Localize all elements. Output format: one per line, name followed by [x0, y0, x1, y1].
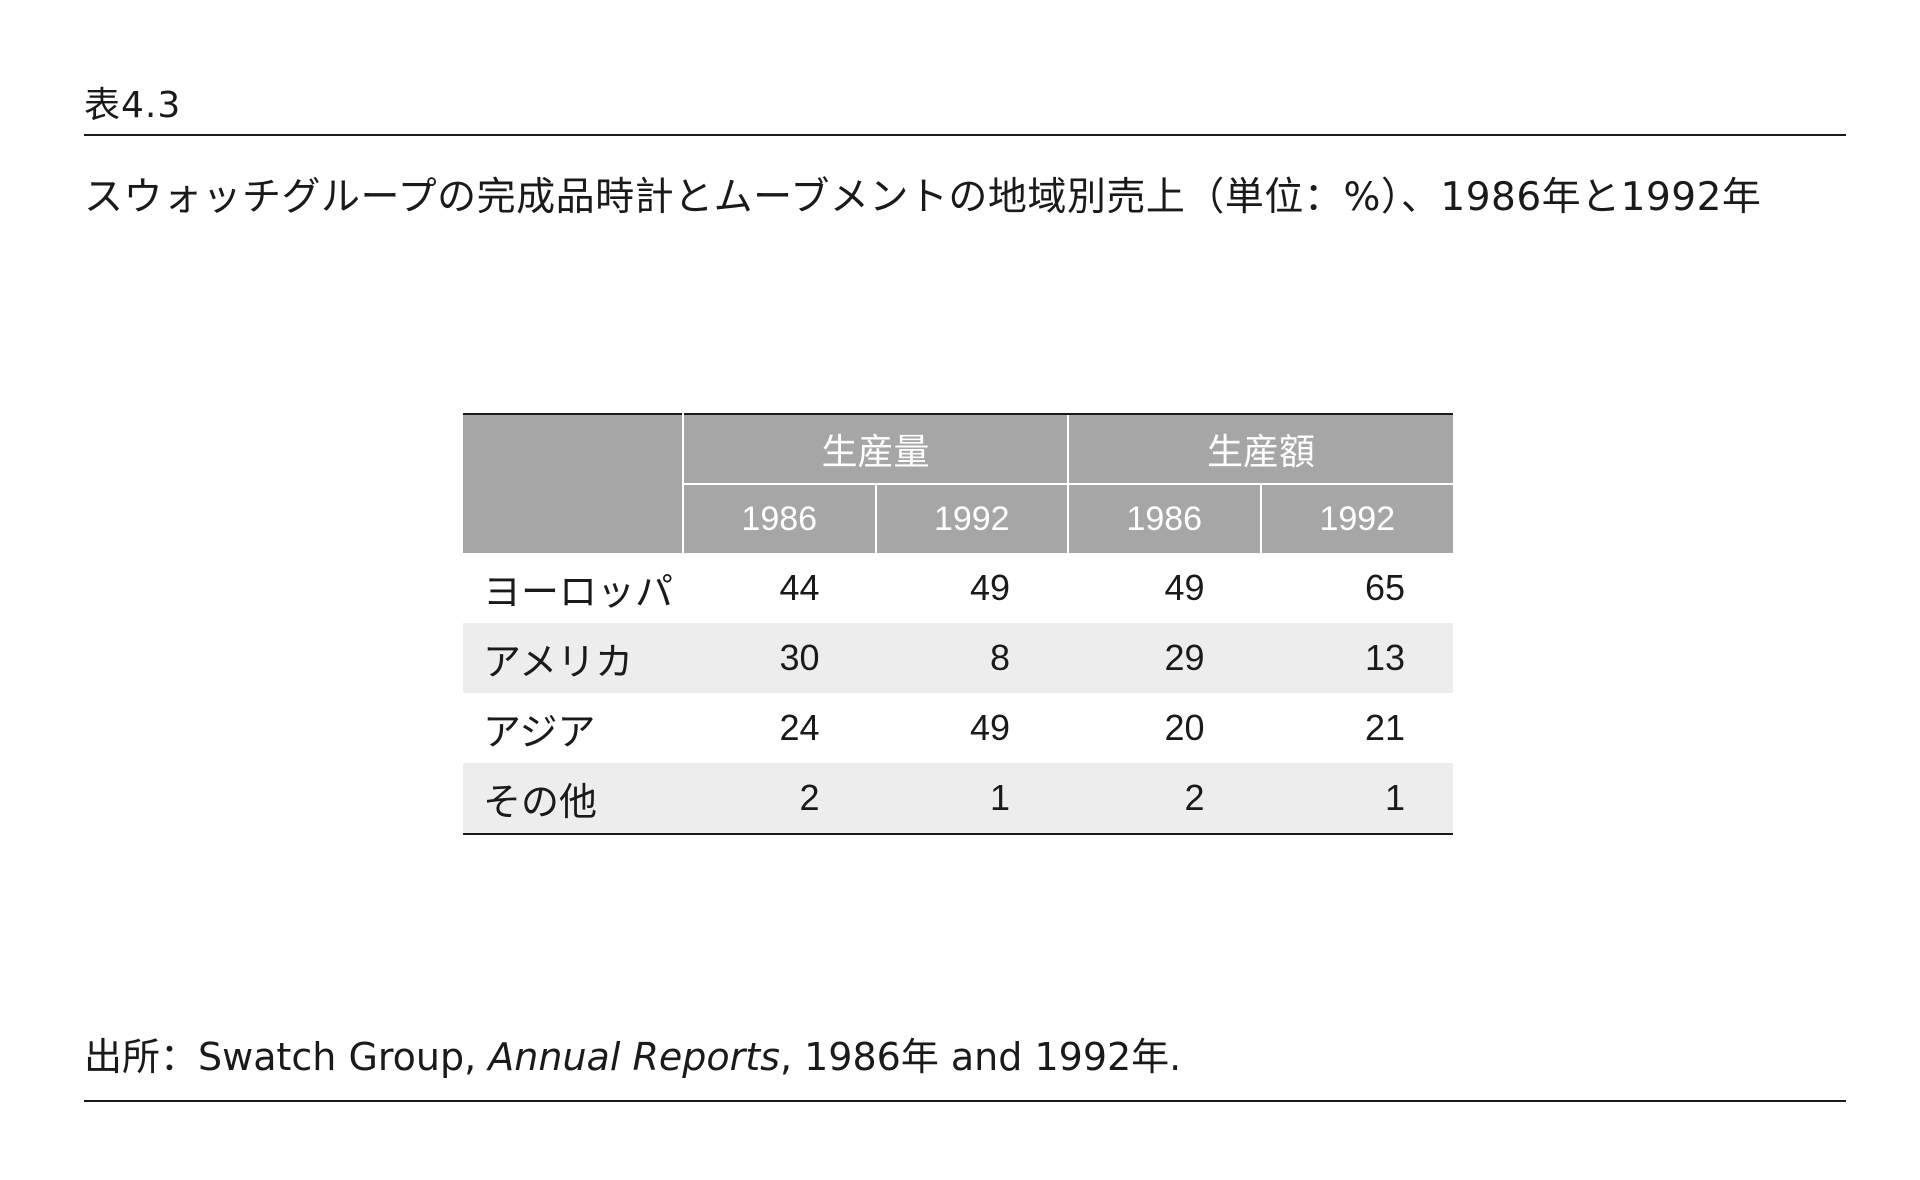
year-header: 1986 [1067, 484, 1261, 553]
group-header-volume: 生産量 [683, 413, 1069, 485]
year-header: 1992 [1259, 484, 1454, 553]
table-cell: 1 [1260, 763, 1454, 835]
table-cell: 2 [1068, 763, 1261, 835]
table-label: 表4.3 [84, 85, 182, 126]
table-cell: 44 [779, 567, 820, 608]
source-prefix: 出所：Swatch Group, [84, 1035, 489, 1079]
table-cell: 30 [683, 623, 876, 693]
table-row: その他 2 1 2 1 [463, 763, 1454, 835]
table-cell: 8 [875, 623, 1069, 693]
sales-table: 生産量 生産額 1986 1992 1986 1992 ヨーロッパ 44 49 … [463, 413, 1454, 835]
table-row: ヨーロッパ 44 49 49 65 [463, 553, 1453, 623]
table-cell: 2 [683, 763, 876, 835]
table-caption: スウォッチグループの完成品時計とムーブメントの地域別売上（単位：%）、1986年… [84, 175, 1762, 220]
region-label: アジア [483, 709, 596, 754]
table-row: アメリカ 30 8 29 13 [463, 623, 1454, 693]
table-cell: 20 [1164, 707, 1205, 748]
table-cell: 24 [779, 707, 820, 748]
table-row: アジア 24 49 20 21 [463, 693, 1453, 763]
group-header-value: 生産額 [1067, 413, 1454, 485]
year-header: 1992 [874, 484, 1069, 553]
region-label: アメリカ [463, 623, 683, 693]
top-rule [84, 134, 1846, 136]
table-cell: 21 [1364, 707, 1406, 748]
table-cell: 49 [1164, 567, 1205, 608]
bottom-rule [84, 1100, 1846, 1102]
table-cell: 49 [969, 567, 1011, 608]
table-cell: 29 [1068, 623, 1261, 693]
source-title: Annual Reports [488, 1035, 780, 1079]
source-note: 出所：Swatch Group, Annual Reports, 1986年 a… [84, 1026, 1181, 1081]
year-header: 1986 [683, 484, 876, 553]
sales-table-wrapper: 生産量 生産額 1986 1992 1986 1992 ヨーロッパ 44 49 … [463, 413, 1454, 835]
table-cell: 13 [1260, 623, 1454, 693]
table-cell: 49 [969, 707, 1011, 748]
region-label: ヨーロッパ [483, 569, 674, 614]
table-cell: 65 [1364, 567, 1406, 608]
region-label: その他 [463, 763, 683, 835]
source-suffix: , 1986年 and 1992年. [779, 1035, 1182, 1079]
table-cell: 1 [875, 763, 1069, 835]
corner-header-cell [463, 413, 684, 553]
